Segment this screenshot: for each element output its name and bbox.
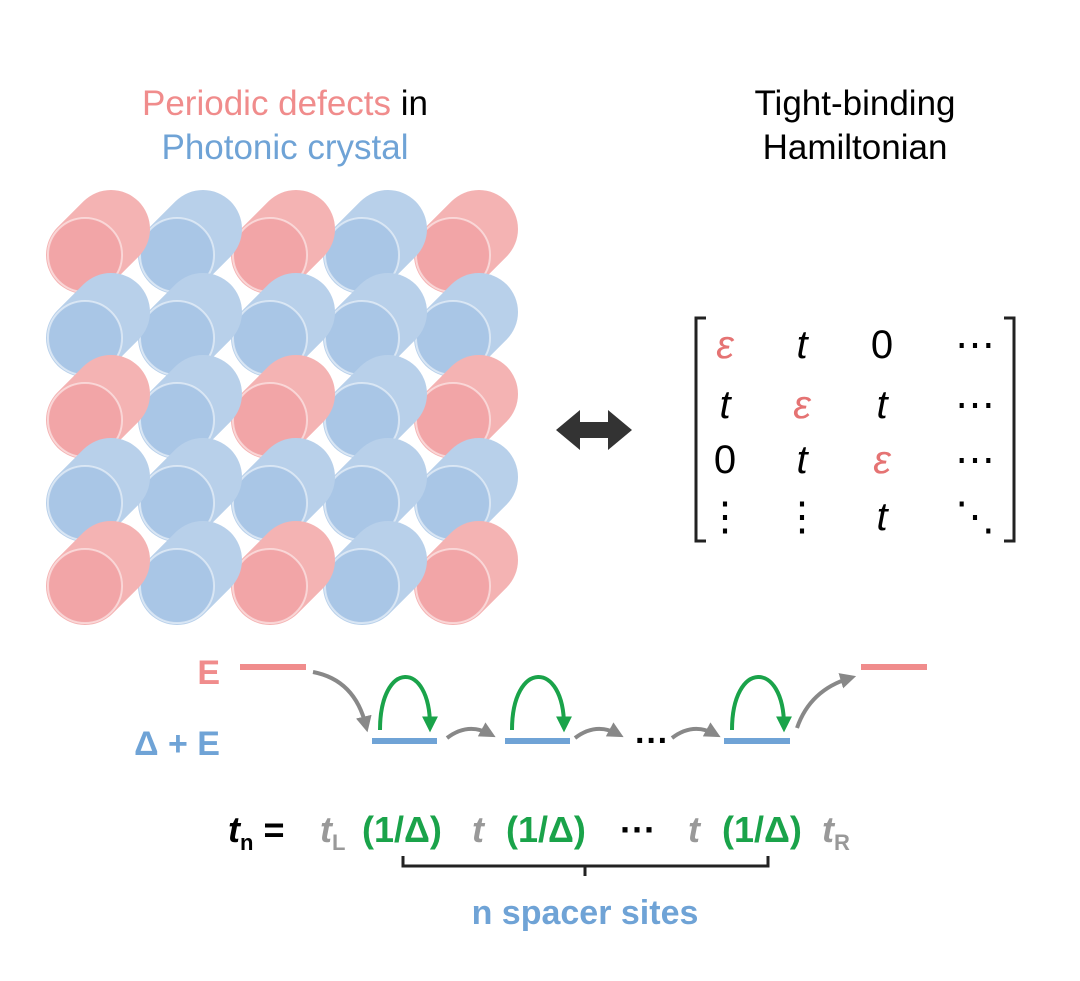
hopping-arrows (312, 670, 857, 740)
hop-arrow (670, 722, 721, 740)
matrix-entry: ε (716, 323, 735, 367)
hop-arrow (445, 722, 496, 740)
self-loop-arrow (378, 675, 438, 733)
matrix-entry: ε (873, 438, 892, 482)
matrix-entry: ⋯ (955, 383, 995, 427)
defect-rod (414, 190, 518, 294)
matrix-entry: t (719, 383, 732, 427)
svg-text:tR: tR (822, 809, 850, 855)
eq-inverse-detuning: (1/Δ) (362, 809, 442, 850)
eq-t: t (472, 809, 486, 850)
eq-inverse-detuning: (1/Δ) (506, 809, 586, 850)
right-title-line1: Tight-binding (754, 84, 956, 123)
defect-rod (231, 521, 335, 625)
left-title-crystal: Photonic crystal (161, 128, 409, 167)
hop-arrow (795, 673, 857, 729)
energy-label: E (197, 654, 220, 692)
svg-text:tL: tL (320, 809, 345, 855)
hamiltonian-matrix: ε t 0 ⋯t ε t ⋯0 t ε ⋯⋮ ⋮ t ⋱ (705, 323, 995, 539)
eq-equals: = (263, 809, 284, 850)
matrix-entry: t (796, 323, 809, 367)
crystal-rod (138, 438, 242, 542)
crystal-rod (323, 521, 427, 625)
matrix-entry: 0 (714, 438, 736, 482)
matrix-entry: t (796, 438, 809, 482)
eq-inverse-detuning: (1/Δ) (722, 809, 802, 850)
left-title-in: in (391, 84, 428, 123)
matrix-entry: t (876, 383, 889, 427)
matrix-entry: ⋮ (705, 495, 745, 539)
matrix-entry: t (876, 495, 889, 539)
crystal-rod (138, 521, 242, 625)
spacer-sites-label: n spacer sites (472, 894, 699, 932)
defect-rod (231, 355, 335, 459)
right-title-line2: Hamiltonian (762, 128, 948, 167)
self-loop-arrow (730, 675, 792, 733)
crystal-rod (231, 438, 335, 542)
left-title: Periodic defects in Photonic crystal (60, 82, 510, 170)
hop-arrow (312, 670, 372, 733)
energy-levels (240, 664, 927, 744)
matrix-entry: ⋯ (955, 438, 995, 482)
matrix-entry: 0 (871, 323, 893, 367)
photonic-crystal (46, 190, 518, 625)
self-loop-arrow (510, 675, 572, 733)
svg-text:tn=: tn = (228, 809, 284, 855)
eq-tR-sub: R (834, 830, 850, 855)
eq-t: t (688, 809, 702, 850)
self-loop-arrows (378, 675, 792, 733)
eq-tL-sub: L (332, 830, 345, 855)
level-ellipsis: ··· (635, 722, 669, 760)
right-title: Tight-binding Hamiltonian (700, 82, 1010, 170)
defect-rod (414, 521, 518, 625)
eq-tR: t (822, 809, 836, 850)
matrix-entry: ε (793, 383, 812, 427)
defect-rod (231, 190, 335, 294)
matrix-brackets (694, 316, 1016, 543)
hopping-equation: tn = tL (1/Δ) t (1/Δ) ··· t (1/Δ) tR (228, 809, 850, 855)
spacer-brace (401, 856, 770, 876)
eq-lhs-sub: n (240, 830, 253, 855)
crystal-rod (138, 355, 242, 459)
eq-ellipsis: ··· (620, 809, 656, 850)
defect-rod (46, 355, 150, 459)
crystal-rod (138, 190, 242, 294)
hop-arrow (573, 722, 624, 740)
eq-lhs: t (228, 809, 242, 850)
detuned-energy-label: Δ + E (134, 725, 220, 763)
matrix-entry: ⋱ (955, 495, 995, 539)
left-title-defects: Periodic defects (142, 84, 392, 123)
double-headed-arrow-icon (556, 410, 632, 450)
defect-rod (46, 521, 150, 625)
eq-tL: t (320, 809, 334, 850)
matrix-entry: ⋯ (955, 323, 995, 367)
matrix-entry: ⋮ (782, 495, 822, 539)
defect-rod (414, 355, 518, 459)
